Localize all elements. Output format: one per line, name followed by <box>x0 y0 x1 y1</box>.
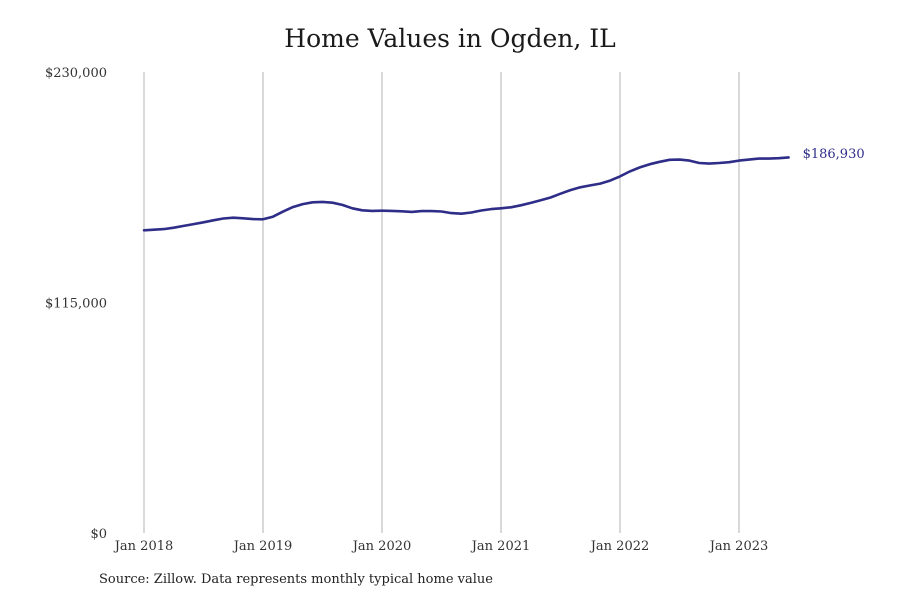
x-tick-label: Jan 2020 <box>351 539 412 554</box>
source-note: Source: Zillow. Data represents monthly … <box>99 572 493 587</box>
y-tick-label: $115,000 <box>45 297 107 312</box>
y-tick-label: $230,000 <box>45 66 107 81</box>
x-tick-label: Jan 2018 <box>113 539 174 554</box>
x-tick-label: Jan 2022 <box>589 539 650 554</box>
y-tick-label: $0 <box>90 527 107 542</box>
x-tick-label: Jan 2023 <box>708 539 769 554</box>
chart-title: Home Values in Ogden, IL <box>284 24 616 53</box>
x-tick-label: Jan 2019 <box>232 539 293 554</box>
x-tick-label: Jan 2021 <box>470 539 531 554</box>
end-value-label: $186,930 <box>803 147 865 162</box>
series-line <box>142 156 790 232</box>
